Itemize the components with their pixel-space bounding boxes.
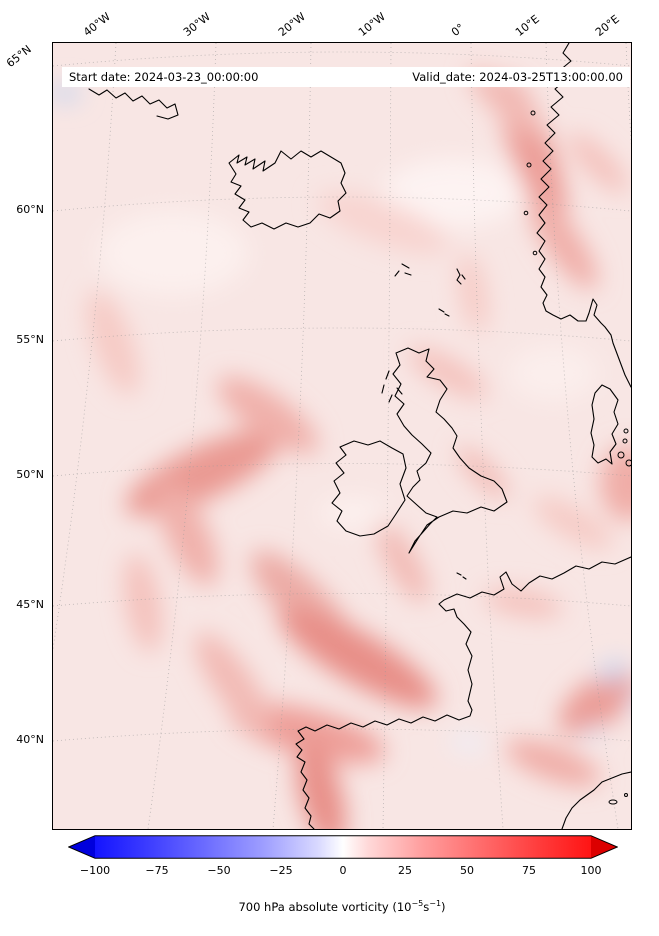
lat-tick-label: 65°N [3,42,34,70]
coastline-hebrides [381,370,403,403]
caption-exponent: −5 [411,899,424,908]
colorbar-caption: 700 hPa absolute vorticity (10−5s−1) [52,899,632,914]
lon-tick-label: 20°W [275,10,308,39]
lat-tick-label: 45°N [16,598,44,611]
coastline-norway-sweden [536,43,631,388]
caption-prefix: 700 hPa absolute vorticity (10 [238,899,412,914]
coastline-ireland [331,440,407,537]
colorbar [68,835,618,859]
lat-tick-label: 55°N [16,333,44,346]
colorbar-tick-label: 100 [580,864,602,877]
lat-tick-label: 40°N [16,733,44,746]
caption-units: s [423,899,430,914]
caption-suffix: ) [441,899,446,914]
coastline-orkney [438,308,450,317]
colorbar-tick-label: −50 [207,864,231,877]
coastline-great-britain [392,347,508,554]
valid-date-label: Valid_date: 2024-03-25T13:00:00.00 [412,70,623,84]
lon-tick-label: 20°E [592,12,622,39]
lon-tick-label: 40°W [80,10,113,39]
colorbar-tick-label: 75 [522,864,536,877]
colorbar-tick-label: −25 [269,864,293,877]
colorbar-tick-label: 25 [398,864,412,877]
coastline-faroe-islands [394,263,412,277]
coastline-shetland [456,268,466,285]
lon-tick-label: 30°W [180,10,213,39]
map-canvas [53,43,631,829]
colorbar-tick-label: −100 [79,864,111,877]
vorticity-field [53,68,631,829]
colorbar-gradient [95,835,591,859]
start-date-label: Start date: 2024-03-23_00:00:00 [69,70,259,84]
date-banner: Start date: 2024-03-23_00:00:00 Valid_da… [62,67,630,87]
colorbar-over-arrow [591,835,618,859]
colorbar-tick-label: 0 [339,864,347,877]
lon-tick-label: 10°E [512,12,542,39]
coastline-continent-atlantic [295,556,631,829]
small-islands [523,110,631,805]
coastline-greenland [88,88,179,120]
map-axes: Start date: 2024-03-23_00:00:00 Valid_da… [52,42,632,830]
lat-tick-label: 50°N [16,468,44,481]
lon-tick-label: 10°W [355,10,388,39]
coastline-iceland [228,150,347,230]
coastline-mediterranean [561,771,631,829]
gridlines [53,43,631,829]
coastline-denmark [590,384,619,465]
coastline-channel-islands [456,572,467,580]
caption-exponent: −1 [429,899,442,908]
colorbar-tick-label: −75 [145,864,169,877]
colorbar-outline [68,835,618,859]
colorbar-tick-label: 50 [460,864,474,877]
colorbar-under-arrow [68,835,95,859]
lon-tick-label: 0° [448,21,467,39]
lat-tick-label: 60°N [16,203,44,216]
